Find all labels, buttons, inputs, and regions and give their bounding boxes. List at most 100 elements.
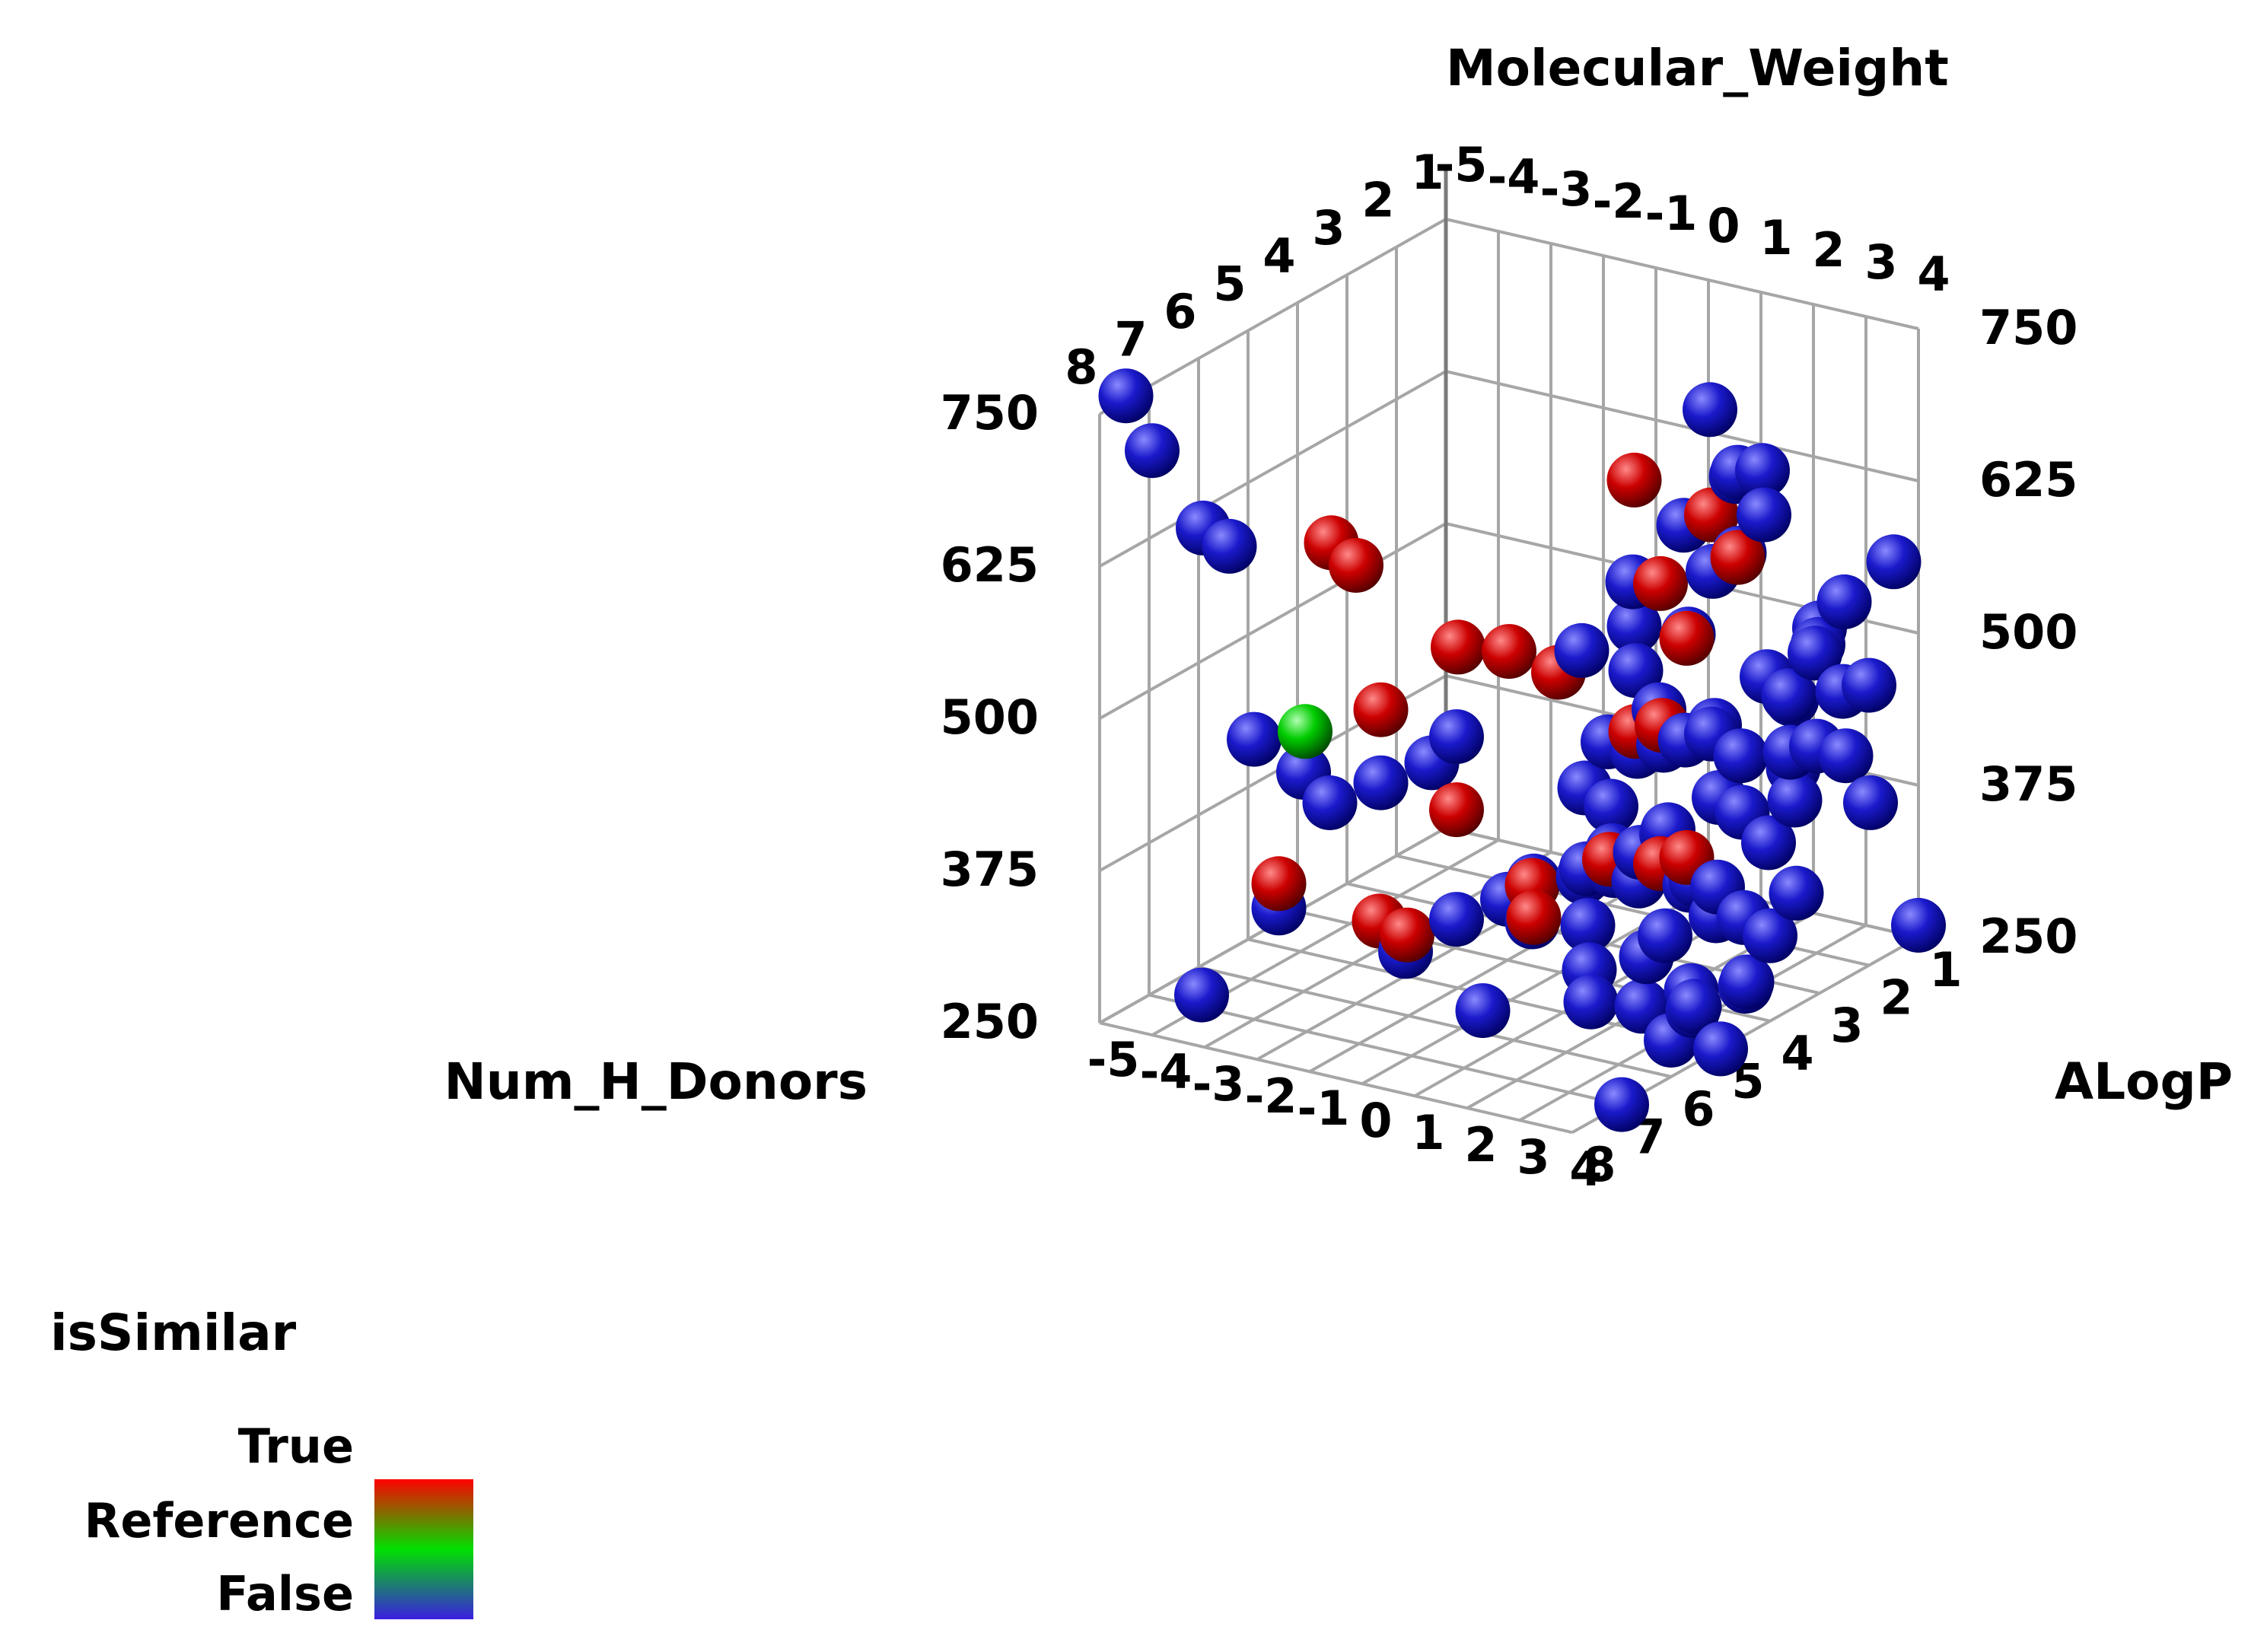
data-point-false	[1713, 728, 1769, 784]
z-tick-label-left: 625	[941, 537, 1039, 593]
data-point-false	[1429, 892, 1484, 947]
data-point-false	[1693, 1021, 1748, 1077]
y-tick-label-top: 4	[1262, 228, 1295, 284]
data-point-false	[1818, 728, 1874, 784]
data-point-false	[1842, 657, 1896, 713]
data-point-true	[1633, 555, 1688, 611]
x-axis-title: ALogP	[2055, 1052, 2233, 1111]
data-point-false	[1719, 954, 1775, 1010]
data-point-false	[1816, 574, 1872, 629]
data-point-false	[1227, 711, 1282, 767]
legend-label-false: False	[216, 1566, 354, 1622]
data-point-true	[1353, 682, 1409, 737]
wall-grid-line-z	[1445, 218, 1919, 330]
data-point-false	[1737, 487, 1791, 543]
y-tick-label-floor: 3	[1830, 998, 1863, 1053]
x-tick-label-floor: -2	[1245, 1068, 1297, 1124]
data-point-false	[1743, 908, 1797, 963]
x-tick-label-top: -5	[1435, 137, 1488, 193]
z-tick-label-left: 500	[941, 689, 1039, 745]
data-point-false	[1174, 967, 1229, 1023]
y-tick-label-floor: 6	[1682, 1081, 1715, 1137]
data-point-reference	[1278, 704, 1332, 759]
data-point-true	[1506, 890, 1562, 945]
data-point-false	[1563, 974, 1619, 1030]
data-point-false	[1202, 518, 1257, 574]
z-tick-label-left: 250	[941, 994, 1039, 1049]
x-tick-label-floor: -5	[1087, 1032, 1140, 1087]
data-point-false	[1606, 598, 1662, 654]
data-point-false	[1594, 1077, 1649, 1132]
data-point-false	[1843, 775, 1898, 830]
x-tick-label-floor: 2	[1464, 1117, 1497, 1173]
x-tick-label-top: -3	[1540, 161, 1593, 217]
x-tick-label-top: 2	[1812, 222, 1845, 278]
data-point-true	[1482, 624, 1536, 680]
z-tick-label-right: 625	[1979, 452, 2078, 508]
x-tick-label-top: 3	[1864, 234, 1897, 290]
wall-grid-line-z	[1099, 218, 1447, 415]
color-legend: isSimilar True Reference False	[50, 1303, 473, 1622]
y-tick-label-top: 6	[1164, 284, 1196, 339]
x-tick-label-top: 4	[1917, 247, 1950, 302]
tick-layer: -5-5-4-4-3-3-2-2-1-100112233441122334455…	[941, 137, 2078, 1197]
legend-label-true: True	[238, 1418, 354, 1474]
data-point-false	[1767, 772, 1823, 828]
data-point-true	[1251, 856, 1307, 912]
wall-grid-line-z	[1099, 522, 1447, 720]
data-point-false	[1891, 898, 1946, 953]
y-tick-label-top: 1	[1411, 145, 1444, 200]
x-tick-label-floor: 1	[1412, 1105, 1444, 1160]
data-point-false	[1429, 709, 1484, 765]
z-tick-label-right: 375	[1979, 756, 2078, 812]
y-tick-label-top: 3	[1312, 200, 1345, 256]
x-tick-label-top: -2	[1593, 173, 1645, 229]
data-point-true	[1431, 619, 1485, 675]
x-tick-label-floor: 3	[1517, 1129, 1549, 1185]
z-tick-label-right: 750	[1979, 300, 2078, 355]
data-point-false	[1735, 443, 1790, 498]
z-axis-title: Molecular_Weight	[1446, 39, 1949, 97]
data-point-false	[1769, 865, 1824, 921]
z-tick-label-right: 250	[1979, 909, 2078, 964]
floor-grid-line-y	[1099, 1021, 1573, 1135]
wall-grid-line-z	[1099, 370, 1447, 568]
z-tick-label-left: 750	[941, 385, 1039, 441]
data-point-false	[1584, 778, 1638, 834]
x-tick-label-top: 0	[1707, 198, 1740, 253]
x-tick-label-floor: -1	[1297, 1081, 1350, 1136]
x-tick-label-floor: -3	[1192, 1056, 1245, 1112]
data-point-true	[1659, 610, 1715, 666]
data-point-false	[1741, 815, 1796, 871]
data-point-false	[1302, 775, 1358, 830]
data-point-false	[1866, 534, 1922, 590]
data-point-true	[1329, 538, 1383, 593]
x-tick-label-top: -4	[1488, 149, 1540, 205]
legend-title: isSimilar	[50, 1303, 297, 1362]
y-tick-label-floor: 2	[1880, 970, 1912, 1026]
data-point-true	[1429, 782, 1484, 838]
x-tick-label-floor: 4	[1569, 1141, 1602, 1197]
data-point-false	[1098, 368, 1154, 424]
y-tick-label-floor: 1	[1929, 942, 1962, 998]
data-point-false	[1638, 908, 1692, 963]
y-tick-label-top: 8	[1065, 339, 1097, 395]
data-point-true	[1606, 452, 1662, 508]
z-tick-label-right: 500	[1979, 604, 2078, 660]
wall-grid-line-z	[1445, 370, 1919, 482]
y-tick-label-floor: 4	[1781, 1026, 1813, 1081]
data-point-false	[1761, 668, 1816, 724]
y-tick-label-floor: 8	[1583, 1137, 1616, 1192]
data-point-true	[1710, 530, 1766, 585]
z-tick-label-left: 375	[941, 842, 1039, 897]
data-point-false	[1788, 625, 1842, 681]
floor-grid-line-y	[1198, 966, 1672, 1078]
y-tick-label-top: 5	[1213, 256, 1246, 311]
x-tick-label-floor: -4	[1140, 1044, 1192, 1100]
data-point-false	[1353, 755, 1409, 810]
marker-layer	[1098, 368, 1946, 1132]
y-axis-title: Num_H_Donors	[444, 1052, 868, 1111]
data-point-false	[1455, 983, 1511, 1039]
legend-colorbar	[374, 1479, 473, 1619]
